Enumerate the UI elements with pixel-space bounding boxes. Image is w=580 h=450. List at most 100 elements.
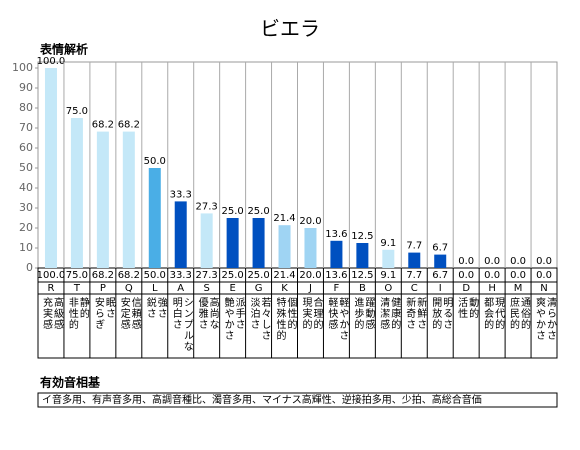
value-label: 9.1 xyxy=(380,238,396,249)
value-label: 12.5 xyxy=(351,231,373,242)
description: 眠さ xyxy=(103,297,115,319)
description: 動的 xyxy=(467,296,479,319)
description: 健康的 xyxy=(389,297,401,330)
description: 信頼感 xyxy=(129,297,141,330)
description: 清らかさ xyxy=(545,296,557,341)
table-value: 0.0 xyxy=(458,270,474,281)
category-label: I xyxy=(439,283,442,294)
chart-title: ビエラ xyxy=(260,17,320,41)
category-label: Q xyxy=(125,283,133,294)
value-label: 0.0 xyxy=(536,256,552,267)
description: 活性 xyxy=(456,297,468,319)
value-label: 27.3 xyxy=(196,201,218,212)
description: 安らぎ xyxy=(92,296,104,330)
value-label: 13.6 xyxy=(325,229,347,240)
description: 艶やかさ xyxy=(222,296,234,341)
description: 軽快感 xyxy=(326,297,338,330)
description: 明るさ xyxy=(441,297,453,330)
category-label: R xyxy=(47,283,54,294)
y-tick-label: 20 xyxy=(19,221,33,234)
category-label: S xyxy=(203,283,209,294)
description: 個性的 xyxy=(285,296,297,330)
description: 安定感 xyxy=(118,296,130,330)
table-value: 12.5 xyxy=(351,270,373,281)
category-label: P xyxy=(100,283,106,294)
table-value: 6.7 xyxy=(432,270,448,281)
category-label: K xyxy=(281,283,288,294)
category-label: T xyxy=(73,283,81,294)
value-label: 68.2 xyxy=(92,120,114,131)
category-label: D xyxy=(462,283,470,294)
description: 清潔感 xyxy=(378,296,390,330)
description: 現代的 xyxy=(493,297,505,330)
y-tick-label: 70 xyxy=(19,121,33,134)
description: 進歩的 xyxy=(352,297,364,330)
description: 若々しさ xyxy=(259,296,271,341)
table-value: 75.0 xyxy=(66,270,88,281)
value-label: 100.0 xyxy=(37,56,66,67)
value-label: 0.0 xyxy=(458,256,474,267)
category-label: L xyxy=(152,283,158,294)
description: 鋭さ xyxy=(144,296,156,319)
table-value: 50.0 xyxy=(144,270,166,281)
y-tick-label: 60 xyxy=(19,141,33,154)
y-tick-label: 30 xyxy=(19,201,33,214)
footer-box xyxy=(37,392,558,408)
category-label: C xyxy=(411,283,418,294)
bar xyxy=(278,225,291,268)
bar xyxy=(44,68,57,268)
category-label: H xyxy=(488,283,496,294)
bar xyxy=(408,252,421,268)
y-tick-label: 10 xyxy=(19,241,33,254)
description: 非性的 xyxy=(66,297,78,330)
description: 高尚な xyxy=(207,296,219,330)
description: 躍動感 xyxy=(363,297,375,330)
description: 高級感 xyxy=(51,296,63,330)
description: 静的 xyxy=(77,296,89,319)
description: 優雅さ xyxy=(196,296,208,330)
bar xyxy=(304,228,317,268)
table-value: 20.0 xyxy=(299,270,321,281)
description: 通俗的 xyxy=(519,297,531,330)
bar xyxy=(96,131,109,268)
description: 新奇さ xyxy=(404,296,416,330)
description: 開放的 xyxy=(430,297,442,330)
description: 明白さ xyxy=(170,297,182,330)
description: 庶民的 xyxy=(508,296,520,330)
footer-text: イ音多用、有声音多用、高調音種比、濁音多用、マイナス高輝性、逆接拍多用、少拍、高… xyxy=(42,393,482,406)
description: シンプルな xyxy=(181,297,193,352)
bar xyxy=(434,254,447,268)
description: 派手さ xyxy=(233,297,245,330)
category-label: E xyxy=(229,283,235,294)
y-tick-label: 80 xyxy=(19,101,33,114)
category-label: B xyxy=(359,283,366,294)
chart-subtitle: 表情解析 xyxy=(39,42,88,57)
y-tick-label: 40 xyxy=(19,181,33,194)
bar xyxy=(200,213,213,268)
table-value: 13.6 xyxy=(325,270,347,281)
value-label: 33.3 xyxy=(170,189,192,200)
y-tick-label: 90 xyxy=(19,81,33,94)
category-label: O xyxy=(384,283,392,294)
table-value: 0.0 xyxy=(510,270,526,281)
value-label: 25.0 xyxy=(221,206,243,217)
value-label: 75.0 xyxy=(66,106,88,117)
table-value: 68.2 xyxy=(92,270,114,281)
description: 都会的 xyxy=(482,297,494,330)
category-label: N xyxy=(540,283,547,294)
category-label: M xyxy=(514,283,523,294)
description: 強さ xyxy=(155,296,167,319)
y-tick-label: 0 xyxy=(26,261,33,274)
bar xyxy=(356,243,369,268)
value-label: 50.0 xyxy=(144,156,166,167)
description: 現実的 xyxy=(300,297,312,330)
bar xyxy=(122,131,135,268)
description: 新鮮さ xyxy=(415,296,427,330)
description: 特殊性的 xyxy=(274,297,286,341)
value-label: 0.0 xyxy=(484,256,500,267)
table-value: 0.0 xyxy=(536,270,552,281)
footer-title: 有効音相基 xyxy=(40,375,101,390)
table-value: 27.3 xyxy=(196,270,218,281)
value-label: 6.7 xyxy=(432,243,448,254)
